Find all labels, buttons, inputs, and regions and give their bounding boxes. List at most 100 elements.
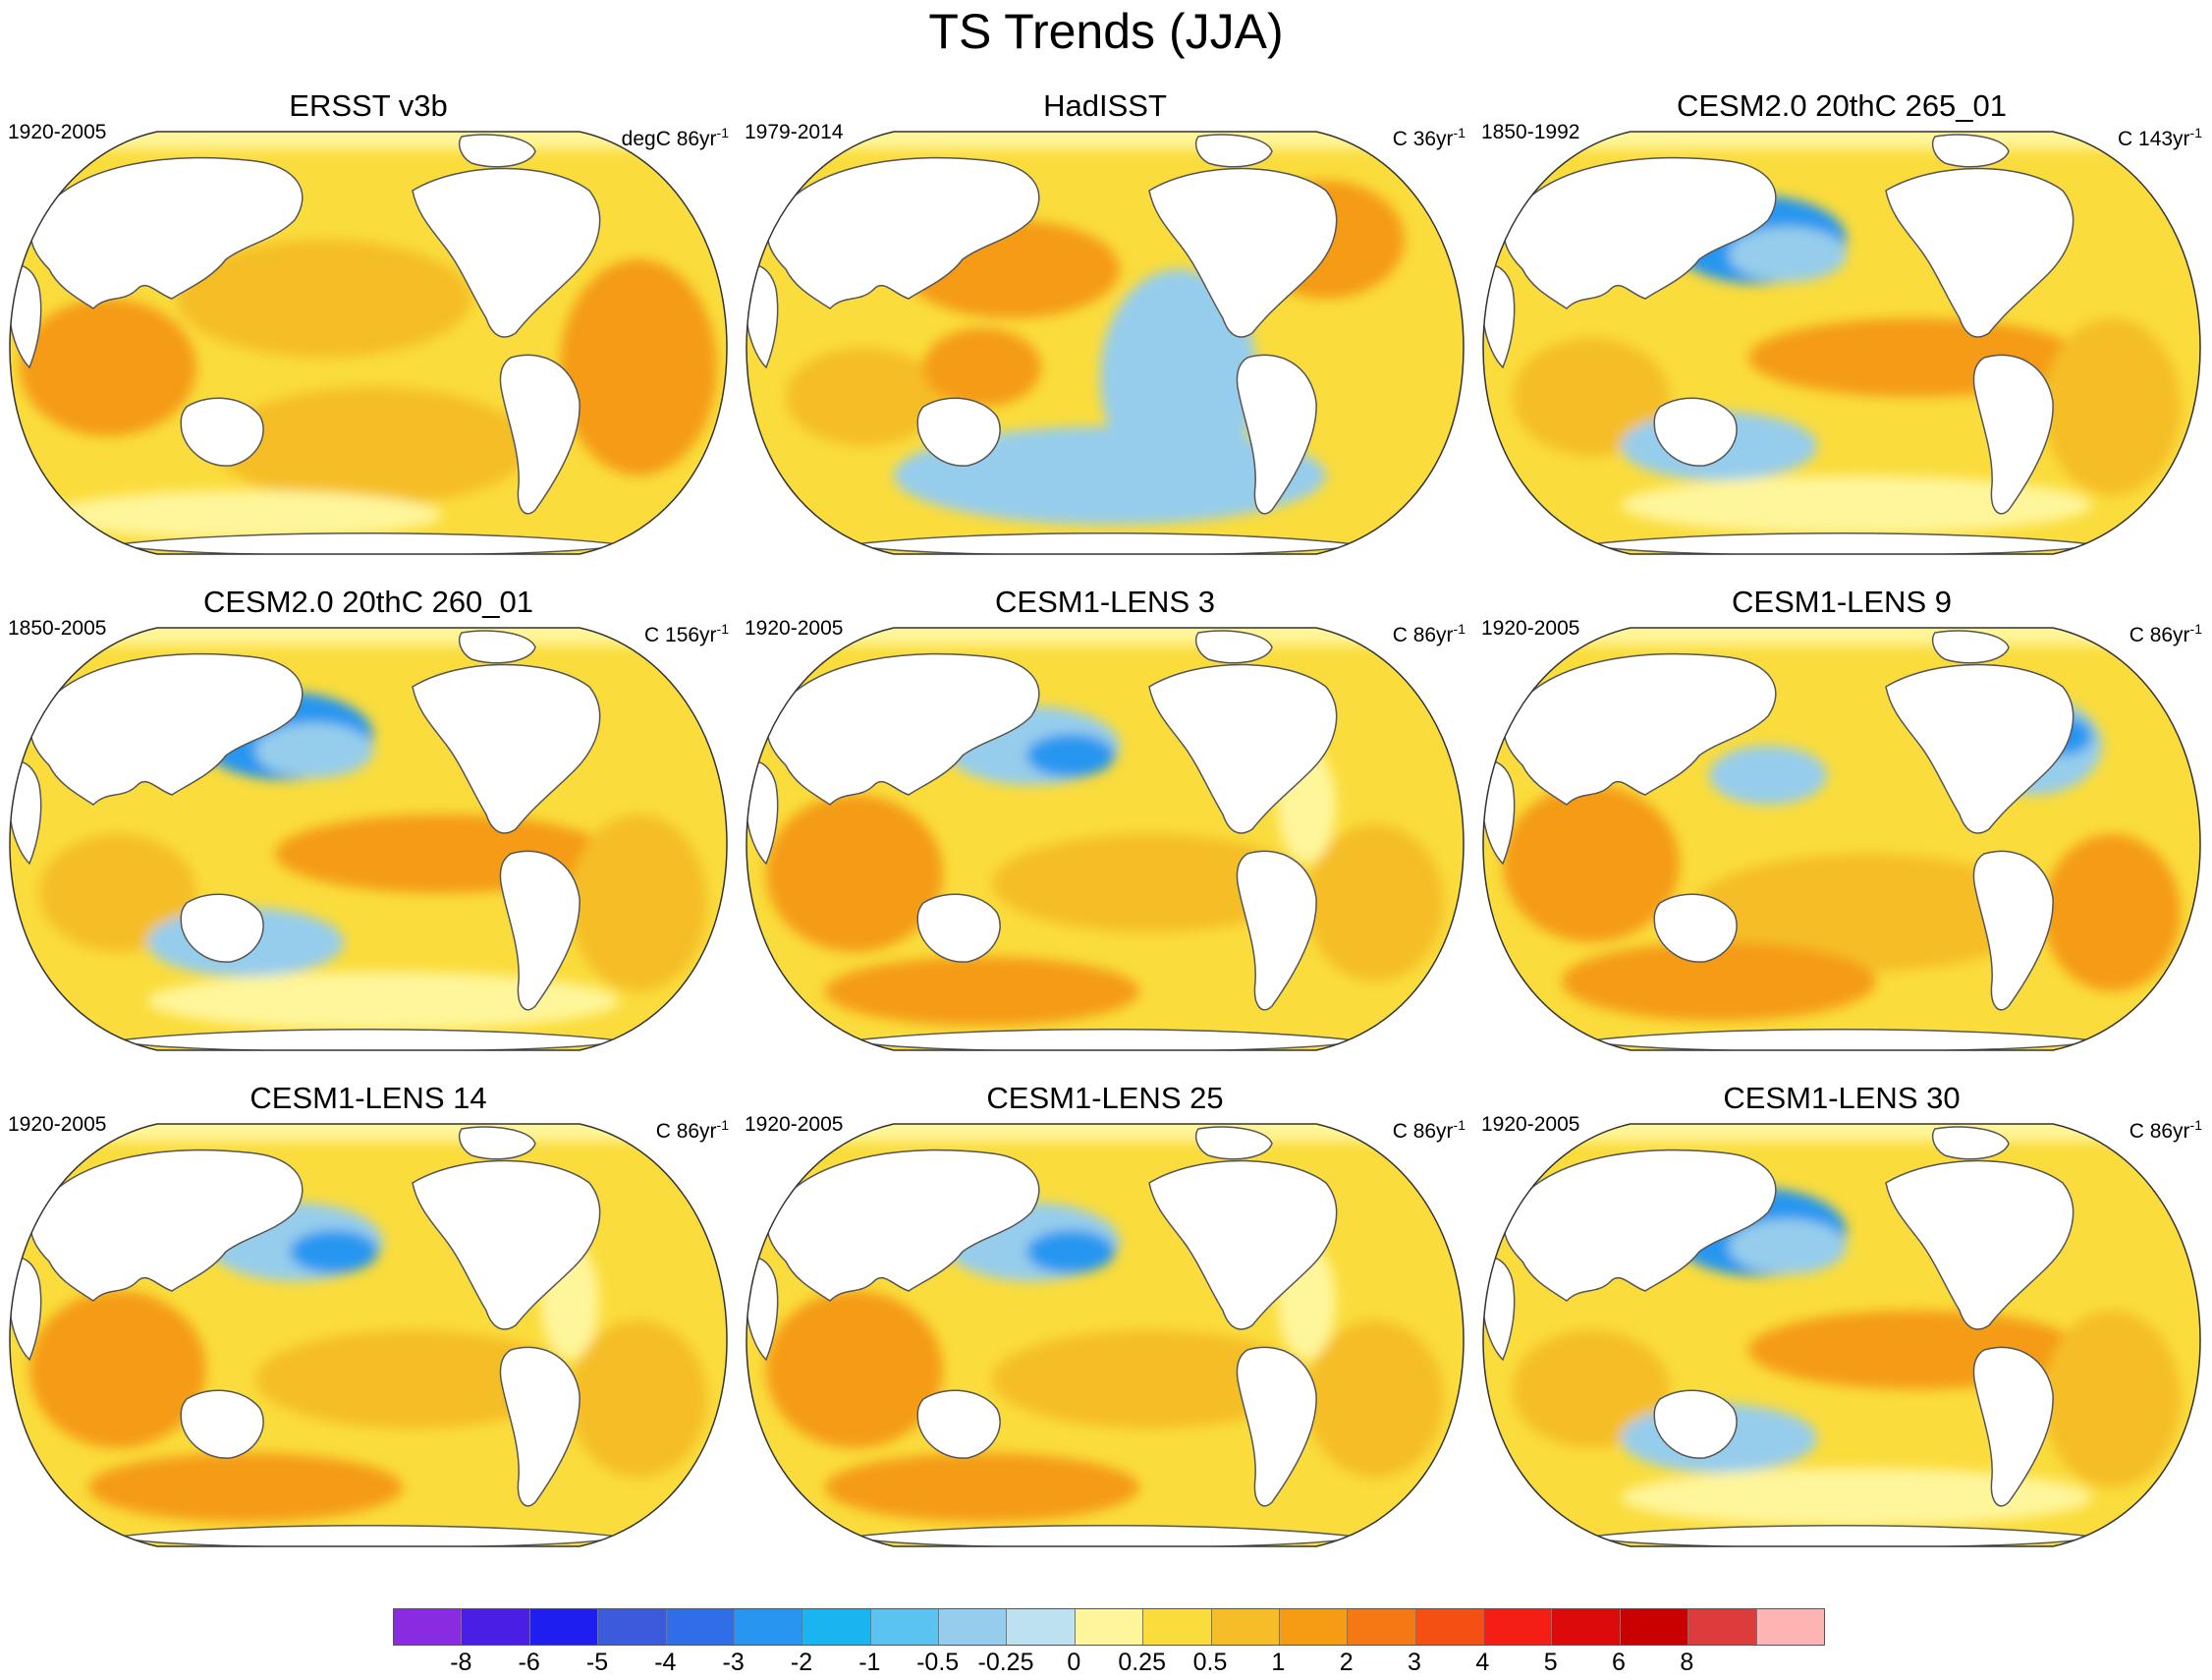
colorbar-box: [1414, 1609, 1483, 1645]
trend-anomaly-region: [20, 299, 196, 436]
colorbar: [393, 1608, 1825, 1646]
panel-units-text: C 143yr: [2118, 128, 2190, 150]
trend-anomaly-region: [992, 1330, 1306, 1428]
trend-anomaly-region: [39, 834, 196, 952]
continent-samerica: [1236, 354, 1317, 515]
colorbar-tick-label: 0.5: [1192, 1649, 1228, 1676]
map-outline: [746, 131, 1465, 555]
panel-units-text: C 36yr: [1392, 128, 1454, 150]
arctic-band: [10, 1124, 727, 1142]
panel-units: C 86yr-1: [1393, 616, 1465, 648]
trend-anomaly-region: [894, 426, 1326, 525]
trend-anomaly-region: [1729, 1219, 1847, 1274]
continent-europe-africa: [747, 1257, 779, 1362]
map-panel: CESM1-LENS 30 1920-2005 C 86yr-1: [1473, 1081, 2210, 1572]
trend-anomaly-region: [825, 1453, 1139, 1522]
continent-asia: [29, 156, 304, 309]
panel-units-exponent: -1: [716, 125, 729, 140]
trend-anomaly-region: [2043, 318, 2181, 495]
colorbar-tick-label: 8: [1680, 1649, 1694, 1676]
continent-australia: [916, 397, 1001, 467]
panel-period: 1920-2005: [1481, 1113, 1580, 1136]
map-plot: [9, 627, 728, 1051]
panel-title: HadISST: [1043, 88, 1167, 123]
map-plot: [746, 131, 1465, 555]
colorbar-tick-label: 5: [1543, 1649, 1558, 1676]
continent-australia: [1653, 1389, 1738, 1459]
panel-period: 1920-2005: [8, 1113, 107, 1136]
continent-samerica: [499, 354, 581, 515]
trend-anomaly-region: [88, 1453, 403, 1522]
panel-units-exponent: -1: [716, 621, 729, 637]
continent-europe-africa: [10, 760, 42, 866]
continent-namerica: [1148, 663, 1338, 834]
colorbar-box: [1074, 1609, 1143, 1645]
continent-australia: [180, 1389, 264, 1459]
continent-asia: [29, 1148, 304, 1302]
colorbar-tick-label: -0.25: [977, 1649, 1034, 1676]
trend-anomaly-region: [2043, 1311, 2181, 1487]
colorbar-box: [869, 1609, 938, 1645]
continent-europe-africa: [10, 264, 42, 369]
map-panel: HadISST 1979-2014 C 36yr-1: [737, 88, 1473, 580]
map-plot: [746, 1123, 1465, 1547]
colorbar-box: [1687, 1609, 1756, 1645]
colorbar-box: [665, 1609, 734, 1645]
map-plot: [1482, 1123, 2201, 1547]
trend-anomaly-region: [766, 1291, 943, 1448]
continent-greenland: [1932, 630, 2010, 664]
colorbar-box: [1347, 1609, 1415, 1645]
map-outline: [746, 627, 1465, 1051]
panel-title: CESM1-LENS 25: [986, 1081, 1224, 1115]
panel-period: 1920-2005: [8, 121, 107, 143]
colorbar-tick-label: -1: [858, 1649, 881, 1676]
map-outline: [9, 627, 728, 1051]
continent-asia: [1503, 1148, 1777, 1302]
colorbar-box: [528, 1609, 598, 1645]
trend-anomaly-region: [2043, 834, 2181, 991]
continent-greenland: [1932, 1126, 2010, 1160]
map-panel: CESM1-LENS 14 1920-2005 C 86yr-1: [0, 1081, 737, 1572]
colorbar-box: [1006, 1609, 1075, 1645]
continent-asia: [766, 652, 1040, 806]
continent-europe-africa: [1483, 264, 1516, 369]
continent-greenland: [1195, 134, 1273, 168]
map-plot: [9, 131, 728, 555]
continent-namerica: [1885, 1159, 2074, 1330]
continent-europe-africa: [747, 264, 779, 369]
colorbar-box: [1619, 1609, 1688, 1645]
colorbar-box: [1483, 1609, 1552, 1645]
panel-period: 1920-2005: [745, 1113, 844, 1136]
colorbar-box: [1142, 1609, 1211, 1645]
trend-anomaly-region: [1026, 1230, 1115, 1273]
panel-units: C 86yr-1: [2129, 1112, 2202, 1145]
continent-australia: [1653, 397, 1738, 467]
trend-anomaly-region: [1689, 854, 2043, 972]
arctic-band: [747, 628, 1464, 645]
colorbar-box: [461, 1609, 529, 1645]
continent-namerica: [412, 167, 601, 338]
colorbar-box: [1755, 1609, 1824, 1645]
panel-title: CESM1-LENS 9: [1732, 585, 1952, 619]
map-panel: CESM2.0 20thC 265_01 1850-1992 C 143yr-1: [1473, 88, 2210, 580]
map-panel: CESM1-LENS 9 1920-2005 C 86yr-1: [1473, 585, 2210, 1076]
continent-australia: [1653, 893, 1738, 963]
trend-anomaly-region: [825, 957, 1139, 1026]
continent-samerica: [1972, 850, 2054, 1011]
colorbar-tick-label: 1: [1271, 1649, 1286, 1676]
colorbar-labels: -8 -6 -5 -4 -3 -2 -1 -0.5 -0.25 0 0.25 0.5 1 2 3 4 5 6 8: [393, 1648, 1823, 1677]
panel-units: C 86yr-1: [656, 1112, 729, 1145]
panel-period: 1850-2005: [8, 617, 107, 640]
map-outline: [9, 131, 728, 555]
colorbar-box: [733, 1609, 802, 1645]
map-panel: CESM1-LENS 3 1920-2005 C 86yr-1: [737, 585, 1473, 1076]
continent-namerica: [1885, 663, 2074, 834]
panel-title: ERSST v3b: [289, 88, 448, 123]
colorbar-tick-label: 0.25: [1118, 1649, 1166, 1676]
panel-title: CESM1-LENS 30: [1723, 1081, 1961, 1115]
panel-title: CESM2.0 20thC 265_01: [1676, 88, 2008, 123]
colorbar-tick-label: -4: [654, 1649, 677, 1676]
panel-units-text: C 86yr: [1392, 624, 1454, 646]
colorbar-box: [802, 1609, 870, 1645]
continent-samerica: [499, 1346, 581, 1507]
